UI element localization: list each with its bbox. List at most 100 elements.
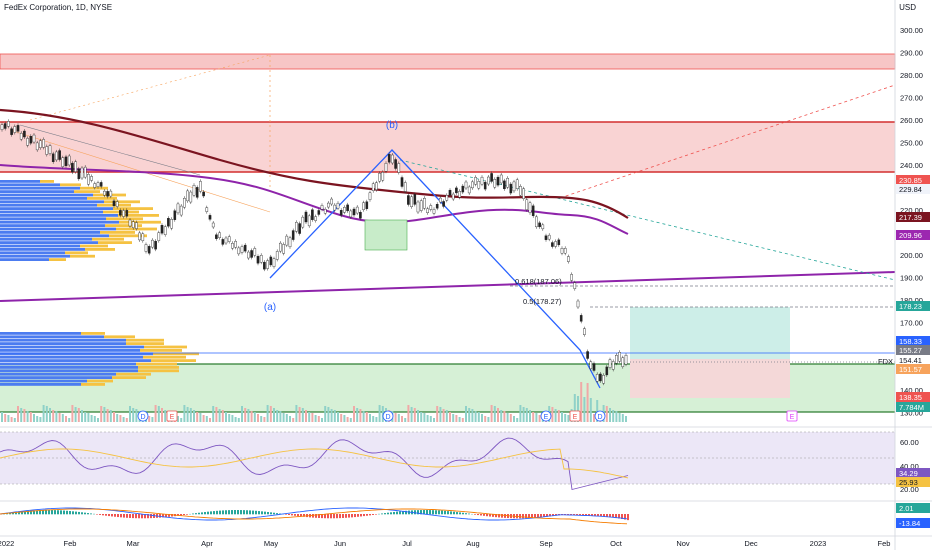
volume-bar — [452, 414, 454, 422]
volume-bar — [487, 417, 489, 422]
volume-bar — [555, 409, 557, 422]
volume-bar — [334, 410, 336, 422]
volume-profile-bar — [112, 376, 146, 379]
volume-bar — [55, 411, 57, 422]
volume-bar — [443, 409, 445, 422]
macd-hist-bar — [231, 510, 233, 514]
macd-value-text: -13.84 — [899, 519, 920, 528]
volume-bar — [132, 408, 134, 422]
volume-bar — [235, 417, 237, 422]
volume-profile-bar — [0, 217, 106, 220]
candle-body — [503, 181, 505, 189]
volume-bar — [417, 410, 419, 422]
candle-body — [78, 169, 80, 179]
macd-hist-bar — [333, 514, 335, 518]
volume-bar — [247, 409, 249, 422]
volume-bar — [209, 418, 211, 422]
time-axis[interactable]: 2022FebMarAprMayJunJulAugSepOctNovDec202… — [0, 539, 890, 548]
volume-profile-bar — [138, 369, 179, 372]
candle-body — [574, 283, 576, 289]
volume-bar — [359, 409, 361, 422]
volume-bar — [103, 407, 105, 422]
volume-bar — [7, 415, 9, 422]
candle-body — [158, 233, 160, 241]
volume-bar — [622, 414, 624, 422]
fib-618-label: 0.618(187.06) — [515, 277, 562, 286]
time-tick: 2022 — [0, 539, 14, 548]
volume-bar — [619, 413, 621, 422]
volume-profile-bar — [106, 217, 143, 220]
candle-body — [75, 162, 77, 172]
volume-profile-bar — [151, 359, 196, 362]
volume-bar — [337, 412, 339, 422]
volume-profile-bar — [0, 359, 151, 362]
candle-body — [391, 155, 393, 163]
macd-hist-bar — [207, 512, 209, 515]
candle-body — [471, 182, 473, 188]
candle-body — [484, 182, 486, 189]
volume-bar — [164, 410, 166, 422]
price-tick: 200.00 — [900, 251, 923, 260]
macd-hist-bar — [87, 513, 89, 514]
candle-body — [526, 200, 528, 210]
volume-profile-bar — [0, 221, 119, 224]
volume-profile-bar — [0, 211, 103, 214]
macd-hist-bar — [366, 514, 368, 516]
candle-body — [539, 223, 541, 227]
candle-body — [203, 192, 205, 196]
volume-bar — [532, 412, 534, 422]
price-label-text: 158.33 — [899, 337, 922, 346]
time-tick: Nov — [676, 539, 690, 548]
candle-body — [436, 204, 438, 208]
candle-body — [4, 123, 6, 128]
volume-profile-bar — [100, 231, 135, 234]
candle-body — [43, 139, 45, 147]
price-tick: 190.00 — [900, 274, 923, 283]
position-profit-box[interactable] — [630, 307, 790, 359]
candle-body — [126, 210, 128, 216]
price-label-text: 155.27 — [899, 346, 922, 355]
volume-bar — [161, 408, 163, 422]
candle-body — [500, 175, 502, 183]
volume-bar — [302, 408, 304, 422]
macd-hist-bar — [432, 510, 434, 514]
candle-body — [263, 262, 265, 269]
candle-body — [455, 188, 457, 193]
volume-profile-bar — [70, 255, 95, 258]
macd-hist-bar — [501, 514, 503, 518]
macd-hist-bar — [480, 514, 482, 515]
candle-body — [494, 179, 496, 187]
wave-a-label: (a) — [264, 302, 276, 313]
candle-body — [606, 367, 608, 375]
candle-body — [427, 209, 429, 213]
candle-body — [311, 210, 313, 220]
candle-body — [292, 231, 294, 240]
symbol-title[interactable]: FedEx Corporation, 1D, NYSE — [4, 3, 112, 12]
macd-hist-bar — [474, 514, 476, 515]
macd-hist-bar — [465, 513, 467, 514]
macd-hist-bar — [273, 513, 275, 515]
volume-profile-bar — [0, 228, 116, 231]
volume-profile-bar — [143, 356, 186, 359]
candle-body — [478, 181, 480, 188]
volume-bar — [446, 410, 448, 422]
macd-hist-bar — [51, 510, 53, 514]
candle-body — [155, 241, 157, 249]
candle-body — [350, 211, 352, 217]
volume-profile-bar — [40, 180, 54, 183]
volume-bar — [1, 412, 3, 422]
volume-profile-bar — [0, 356, 143, 359]
candle-body — [375, 183, 377, 190]
macd-hist-bar — [201, 512, 203, 514]
volume-bar — [305, 410, 307, 422]
volume-bar — [398, 414, 400, 422]
volume-bar — [561, 412, 563, 422]
candle-body — [590, 362, 592, 369]
macd-hist-bar — [348, 514, 350, 518]
position-loss-box[interactable] — [630, 359, 790, 398]
wave-b-label: (b) — [386, 120, 398, 131]
volume-bar — [564, 414, 566, 422]
